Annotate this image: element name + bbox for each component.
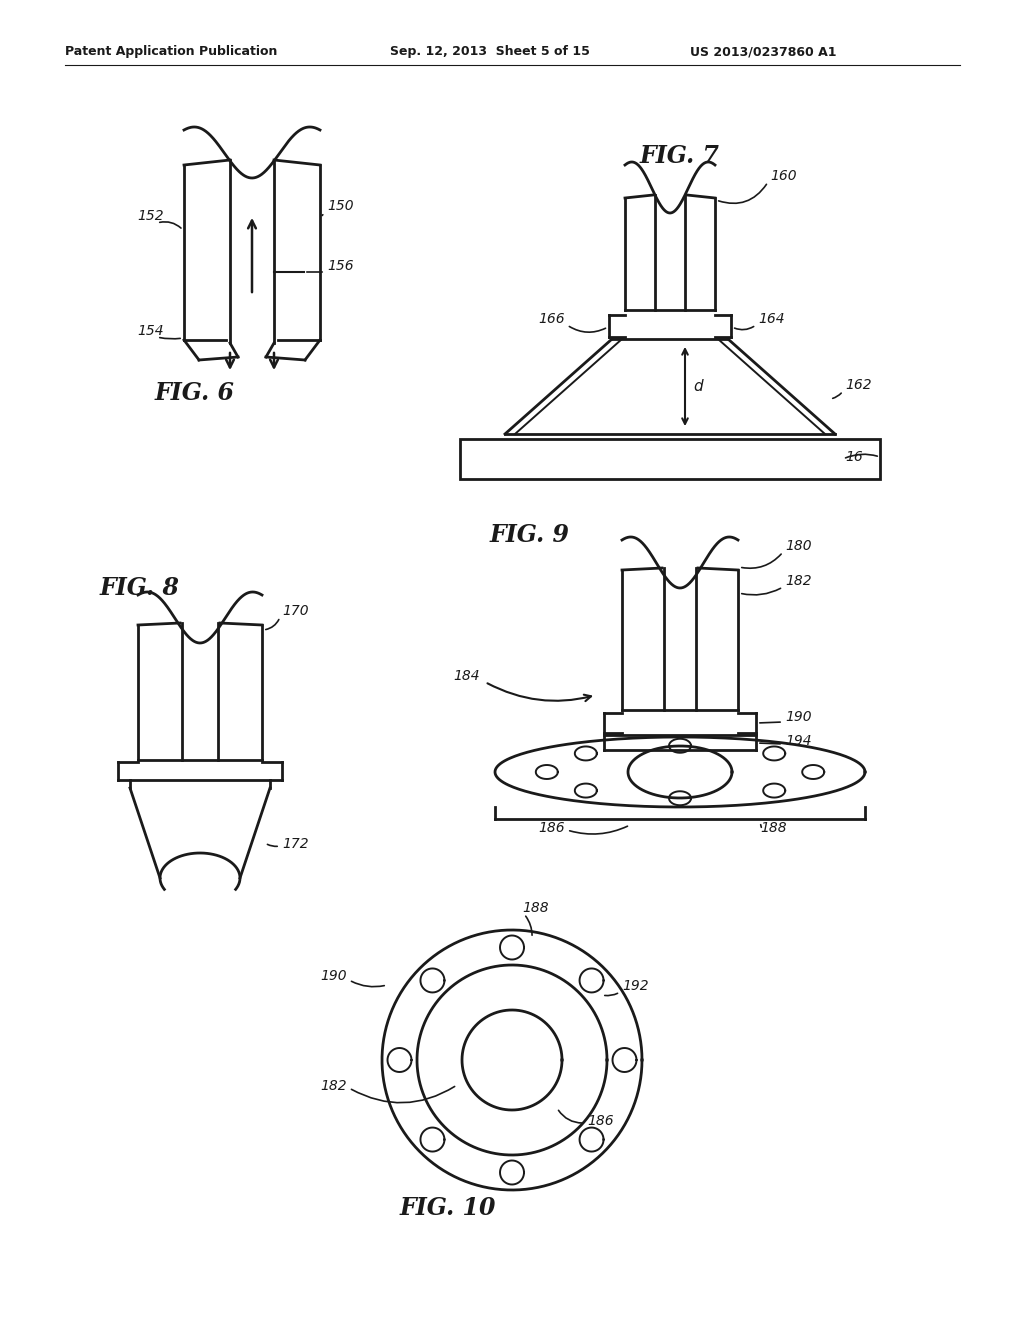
Text: 156: 156: [327, 259, 353, 273]
Text: Sep. 12, 2013  Sheet 5 of 15: Sep. 12, 2013 Sheet 5 of 15: [390, 45, 590, 58]
Text: 150: 150: [327, 199, 353, 213]
Text: 166: 166: [539, 312, 565, 326]
Text: 172: 172: [282, 837, 308, 851]
Text: 182: 182: [785, 574, 812, 587]
Text: 194: 194: [785, 734, 812, 748]
Text: 184: 184: [454, 669, 480, 682]
Text: 190: 190: [321, 969, 347, 983]
Text: 170: 170: [282, 605, 308, 618]
Text: 188: 188: [760, 821, 786, 836]
Text: 186: 186: [539, 821, 565, 836]
Text: 160: 160: [770, 169, 797, 183]
Text: d: d: [693, 379, 702, 393]
Text: 152: 152: [137, 209, 164, 223]
Text: FIG. 8: FIG. 8: [100, 576, 180, 601]
Text: 16: 16: [845, 450, 863, 465]
Text: US 2013/0237860 A1: US 2013/0237860 A1: [690, 45, 837, 58]
Bar: [460, 440, 880, 479]
Text: 192: 192: [622, 979, 648, 993]
Text: 186: 186: [587, 1114, 613, 1129]
Text: FIG. 9: FIG. 9: [490, 523, 570, 546]
Text: FIG. 10: FIG. 10: [400, 1196, 497, 1220]
Text: 180: 180: [785, 539, 812, 553]
Text: 190: 190: [785, 710, 812, 723]
Text: FIG. 7: FIG. 7: [640, 144, 720, 168]
Text: FIG. 6: FIG. 6: [155, 381, 234, 405]
Text: 188: 188: [522, 902, 549, 915]
Text: 162: 162: [845, 378, 871, 392]
Text: 182: 182: [321, 1078, 347, 1093]
Text: 154: 154: [137, 323, 164, 338]
Text: Patent Application Publication: Patent Application Publication: [65, 45, 278, 58]
Text: 164: 164: [758, 312, 784, 326]
